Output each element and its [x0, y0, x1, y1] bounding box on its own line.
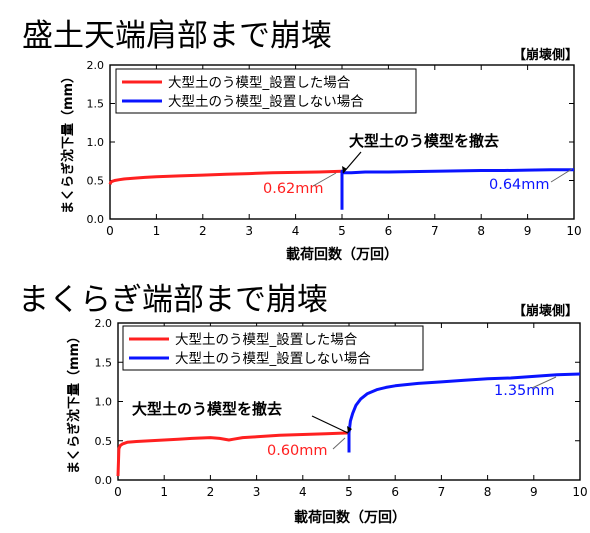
x-tick-label: 4 [292, 224, 300, 238]
x-axis-label: 載荷回数（万回） [294, 509, 406, 526]
x-tick-label: 2 [199, 224, 207, 238]
x-tick-label: 9 [524, 224, 532, 238]
x-tick-label: 2 [207, 485, 215, 499]
y-tick-label: 1.5 [95, 356, 113, 369]
series-line-with-sandbag [116, 431, 350, 477]
legend-box [115, 68, 417, 114]
side-label: 【崩壊側】 [512, 48, 578, 63]
legend-label: 大型土のう模型_設置しない場合 [175, 351, 371, 367]
removal-annotation: 大型土のう模型を撤去 [349, 132, 499, 150]
y-tick-label: 1.0 [95, 396, 113, 409]
x-tick-label: 6 [385, 224, 393, 238]
y-axis-label: まくらぎ沈下量（mm） [66, 330, 82, 474]
red-value-label: 0.62mm [263, 181, 324, 197]
chart-heading: まくらぎ端部まで崩壊 [18, 282, 328, 318]
x-tick-label: 3 [245, 224, 253, 238]
x-axis-label: 載荷回数（万回） [286, 246, 398, 263]
x-tick-label: 6 [391, 485, 399, 499]
legend-label: 大型土のう模型_設置しない場合 [168, 94, 364, 110]
y-tick-label: 0.5 [95, 435, 113, 448]
x-tick-label: 5 [338, 224, 346, 238]
settlement-chart-sleeper-end: 0 1 2 3 4 5 6 7 8 9 10 0.0 0.5 1.0 1.5 2.0 大型土のう模型_設置した場… [66, 317, 588, 526]
y-tick-label: 1.0 [87, 136, 105, 149]
blue-value-leader [531, 376, 557, 389]
x-tick-label: 7 [431, 224, 439, 238]
x-tick-label: 8 [484, 485, 492, 499]
y-axis-label: まくらぎ沈下量（mm） [60, 70, 76, 214]
removal-arrow-head [347, 426, 352, 433]
chart-heading: 盛土天端肩部まで崩壊 [22, 18, 332, 54]
settlement-chart-shoulder: 0 1 2 3 4 5 6 7 8 9 10 0.0 0.5 1.0 1.5 2.0 大型土のう模型_設置した場… [60, 59, 582, 263]
x-tick-label: 4 [299, 485, 307, 499]
x-tick-label: 10 [566, 224, 581, 238]
blue-value-leader [550, 168, 573, 183]
x-tick-label: 9 [530, 485, 538, 499]
x-tick-label: 7 [438, 485, 446, 499]
side-label: 【崩壊側】 [512, 304, 578, 319]
removal-annotation: 大型土のう模型を撤去 [132, 400, 282, 418]
removal-arrow [311, 415, 349, 434]
removal-arrow-head [342, 166, 347, 173]
x-tick-label: 0 [114, 485, 122, 499]
legend-box [122, 325, 424, 371]
legend-label: 大型土のう模型_設置した場合 [175, 332, 358, 348]
series-line-with-sandbag [108, 169, 343, 185]
series-line-without-sandbag [347, 372, 581, 453]
x-tick-label: 1 [160, 485, 168, 499]
blue-value-label: 0.64mm [489, 177, 550, 193]
y-tick-label: 1.5 [87, 98, 105, 111]
x-tick-label: 1 [153, 224, 161, 238]
x-tick-label: 10 [572, 485, 587, 499]
y-tick-label: 0.5 [87, 175, 105, 188]
red-value-leader [332, 437, 346, 450]
y-tick-label: 0.0 [95, 474, 113, 487]
x-tick-label: 3 [253, 485, 261, 499]
red-value-label: 0.60mm [267, 443, 328, 459]
red-value-leader [312, 172, 337, 187]
legend-label: 大型土のう模型_設置した場合 [168, 75, 351, 91]
x-tick-label: 0 [106, 224, 114, 238]
y-tick-label: 2.0 [95, 317, 113, 330]
blue-value-label: 1.35mm [494, 383, 555, 399]
x-tick-label: 5 [345, 485, 353, 499]
y-tick-label: 0.0 [87, 213, 105, 226]
y-tick-label: 2.0 [87, 59, 105, 72]
x-tick-label: 8 [477, 224, 485, 238]
